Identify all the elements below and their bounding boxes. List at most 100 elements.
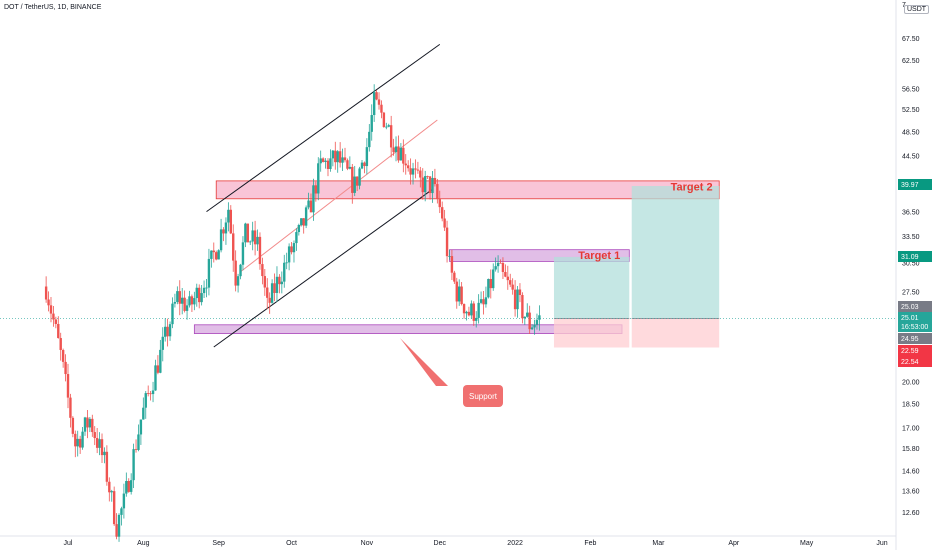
price-tag-text: 25.03 — [901, 304, 919, 311]
candle-body — [134, 449, 138, 450]
candle-body — [501, 263, 505, 272]
candle-body — [304, 207, 308, 226]
candle-body — [78, 438, 82, 448]
candle-body — [241, 242, 245, 265]
candle-body — [365, 147, 369, 167]
candle-body — [105, 451, 109, 482]
candle-body — [54, 319, 58, 324]
candle-body — [389, 125, 393, 148]
y-tick-label: 15.80 — [902, 446, 920, 453]
candle-body — [166, 326, 169, 337]
candle-body — [49, 305, 53, 314]
candle-body — [406, 165, 410, 169]
candle-body — [302, 218, 305, 226]
current-price-text: 25.01 — [901, 315, 919, 322]
candle-body — [392, 147, 395, 153]
candle-body — [482, 299, 485, 305]
candle-body — [458, 286, 461, 302]
candle-body — [190, 296, 194, 305]
candle-body — [212, 250, 215, 253]
price-tag-text: 24.95 — [901, 336, 919, 343]
candle-body — [127, 481, 130, 492]
price-tags: 39.97 31.09 25.03 24.95 22.59 22.54 25.01 16:53… — [898, 179, 932, 367]
candle-body — [256, 236, 259, 245]
candle-body — [59, 338, 62, 350]
candle-body — [76, 438, 79, 447]
candle-body — [385, 126, 388, 128]
candle-body — [528, 312, 531, 330]
candle-body — [292, 243, 296, 253]
candle-body — [416, 169, 420, 171]
candle-body — [287, 246, 291, 263]
y-tick-label: 30.50 — [902, 260, 920, 267]
candle-body — [358, 168, 361, 186]
target1-loss-box — [553, 318, 630, 348]
candle-body — [375, 92, 378, 100]
candle-body — [509, 280, 512, 285]
candle-body — [462, 304, 466, 314]
candle-body — [207, 258, 211, 288]
candle-body — [132, 449, 135, 481]
candle-body — [236, 276, 240, 286]
candle-body — [283, 262, 286, 282]
candle-body — [198, 287, 201, 303]
candle-body — [404, 163, 407, 166]
candle-body — [183, 297, 186, 311]
candle-body — [307, 200, 310, 208]
candle-body — [219, 229, 223, 251]
x-tick-label: Apr — [728, 540, 740, 547]
candle-body — [122, 493, 126, 509]
candle-body — [234, 260, 237, 286]
candle-body — [538, 315, 541, 320]
candle-body — [324, 160, 327, 162]
y-tick-label: 52.50 — [902, 107, 920, 114]
candle-body — [348, 166, 352, 169]
candle-body — [103, 451, 106, 456]
currency-badge[interactable]: USDT — [904, 5, 930, 14]
candle-body — [144, 393, 147, 408]
candle-body — [421, 177, 424, 193]
y-tick-label: 33.50 — [902, 234, 920, 241]
candle-body — [168, 324, 172, 337]
x-tick-label: Dec — [434, 540, 447, 547]
candle-body — [321, 158, 325, 162]
candle-body — [268, 297, 271, 303]
candle-body — [171, 303, 174, 325]
candle-body — [215, 252, 218, 260]
price-tag-bg — [898, 345, 932, 356]
candle-body — [394, 146, 398, 153]
target2-label: Target 2 — [671, 181, 713, 193]
candle-body — [173, 301, 177, 304]
candle-body — [360, 162, 364, 169]
candle-body — [181, 297, 184, 304]
y-tick-label: 14.60 — [902, 468, 920, 475]
candle-body — [426, 176, 429, 177]
candle-body — [142, 407, 145, 420]
candle-body — [149, 393, 152, 395]
price-tag-bg — [898, 301, 932, 312]
candle-body — [338, 151, 342, 163]
candle-body — [312, 185, 315, 213]
price-tag-text: 31.09 — [901, 254, 919, 261]
x-tick-label: Feb — [584, 540, 596, 547]
candle-body — [518, 289, 522, 296]
candle-body — [411, 168, 415, 175]
candle-body — [263, 276, 267, 288]
candle-body — [108, 481, 111, 493]
candle-body — [57, 323, 60, 339]
candle-body — [290, 246, 293, 253]
candle-body — [95, 438, 99, 448]
y-tick-label: 44.50 — [902, 154, 920, 161]
candle-body — [336, 151, 339, 163]
x-tick-label: May — [800, 540, 814, 547]
candle-body — [523, 316, 527, 319]
candle-body — [275, 276, 279, 293]
x-tick-label: Jul — [64, 540, 73, 547]
candle-body — [193, 298, 196, 305]
candle-body — [494, 266, 497, 270]
candle-body — [460, 286, 463, 305]
x-axis-ticks: Jul Aug Sep Oct Nov Dec 2022 Feb Mar Apr May Jun — [64, 540, 888, 547]
y-tick-label: 67.50 — [902, 36, 920, 43]
candle-body — [477, 302, 480, 318]
